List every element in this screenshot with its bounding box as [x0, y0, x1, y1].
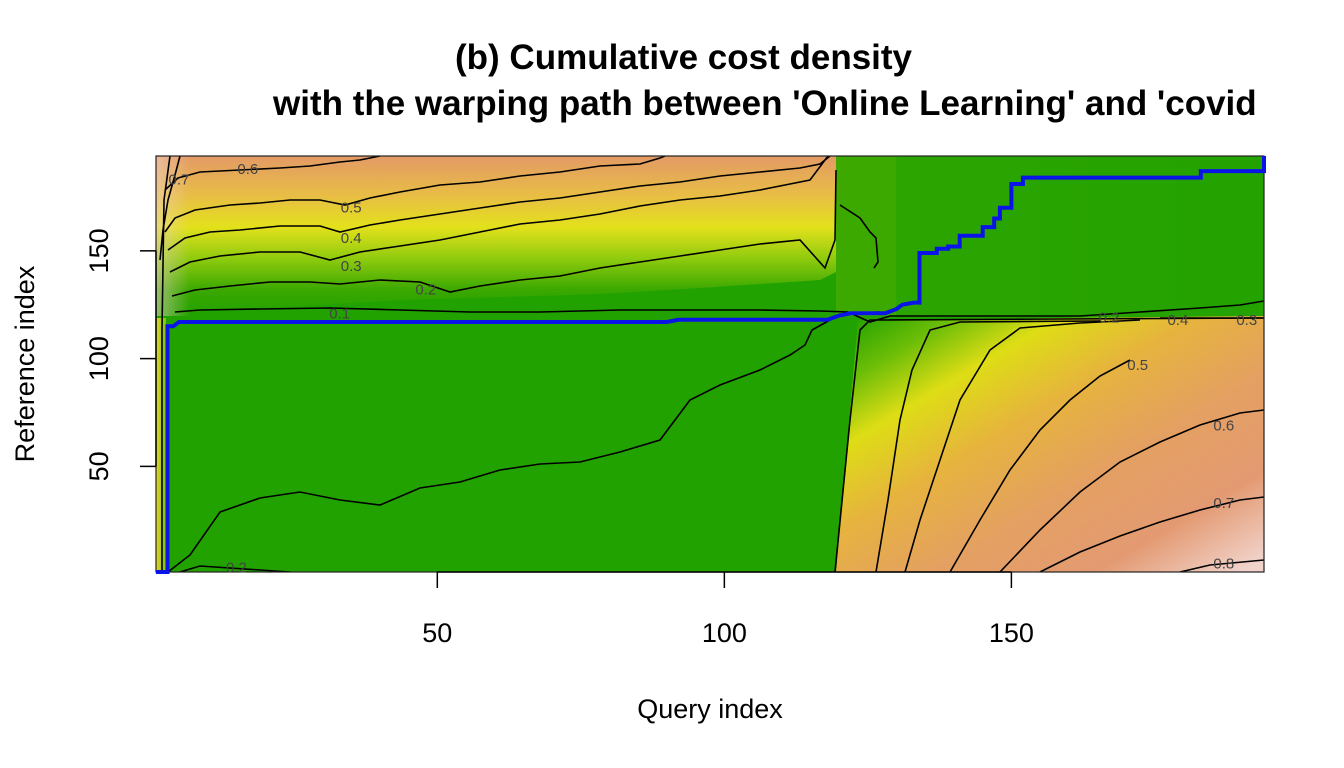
heatmap-field: [156, 156, 1264, 572]
contour-label: 0.2: [415, 282, 436, 299]
contour-lines: [159, 156, 1264, 572]
contour-label: 0.8: [1213, 555, 1234, 572]
contour-line: [999, 409, 1264, 572]
contour-line: [161, 156, 171, 572]
heatmap-bottom-right-region: [836, 316, 1264, 572]
contour-label: 0.3: [1236, 312, 1257, 329]
contour-label: 0.4: [1167, 312, 1188, 329]
x-tick-label: 50: [422, 618, 452, 648]
heatmap-upper-right-region: [836, 156, 1264, 316]
heatmap-left-strip: [156, 318, 166, 572]
contour-label: 0.7: [169, 172, 190, 189]
contour-line: [875, 320, 1101, 572]
y-axis-label: Reference index: [10, 265, 40, 462]
contour-label: 0.2: [1099, 310, 1120, 327]
contour-line: [1039, 496, 1264, 572]
contour-line: [174, 300, 1264, 323]
contour-line: [169, 156, 829, 273]
contour-line: [1179, 559, 1264, 572]
y-tick-label: 100: [84, 336, 114, 381]
contour-label: 0.3: [341, 258, 362, 275]
contour-label: 0.4: [341, 230, 362, 247]
contour-line: [839, 204, 879, 269]
contour-line: [164, 156, 381, 191]
x-axis-label: Query index: [637, 694, 783, 724]
contour-label: 0.7: [1213, 495, 1234, 512]
contour-line: [159, 156, 181, 261]
contour-line: [834, 317, 1264, 572]
contour-label: 0.5: [1127, 357, 1148, 374]
contour-line: [164, 156, 666, 233]
contour-line: [904, 319, 1141, 572]
contour-line: [167, 311, 881, 572]
contour-label: 0.6: [1213, 417, 1234, 434]
y-tick-label: 50: [84, 451, 114, 481]
contour-label: 0.5: [341, 200, 362, 217]
contour-label-layer: 0.7 0.6 0.5 0.4 0.3 0.2 0.1 0.2 0.2 0.4 0.3 0.5 0.6 0…: [169, 161, 1258, 577]
contour-line: [171, 169, 837, 297]
warping-path-line: [156, 156, 1266, 574]
contour-label: 0.1: [329, 305, 350, 322]
x-axis: 50 100 150: [422, 571, 1034, 648]
contour-label: 0.6: [237, 161, 258, 178]
x-tick-label: 150: [989, 618, 1034, 648]
contour-label: 0.2: [226, 560, 247, 577]
chart-title-line-2: with the warping path between 'Online Le…: [273, 84, 1257, 123]
x-tick-label: 100: [702, 618, 747, 648]
contour-line: [179, 565, 291, 572]
y-axis: 50 100 150: [84, 228, 157, 481]
y-tick-label: 150: [84, 228, 114, 273]
contour-line: [167, 156, 831, 251]
chart-title-line-1: (b) Cumulative cost density: [455, 38, 913, 77]
warping-path-layer: [156, 156, 1266, 574]
contour-line: [949, 359, 1131, 572]
